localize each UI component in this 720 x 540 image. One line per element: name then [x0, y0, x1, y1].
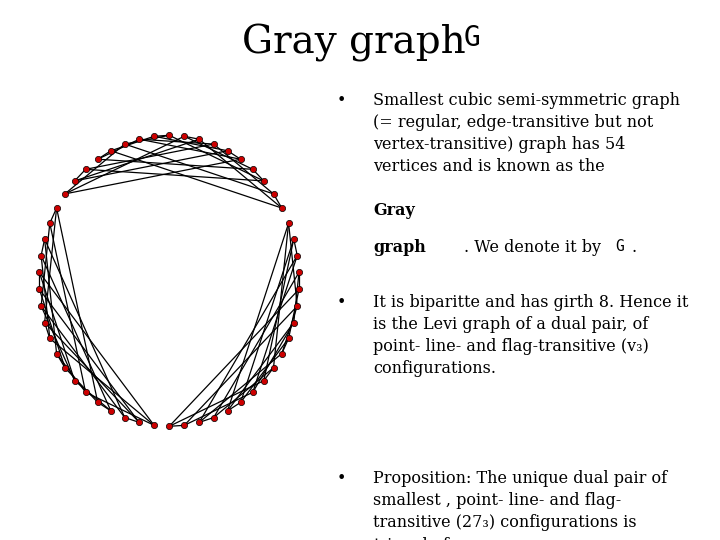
Text: •: •	[337, 470, 346, 487]
Text: graph: graph	[373, 239, 426, 255]
Text: . We denote it by: . We denote it by	[464, 239, 606, 255]
Text: Gray: Gray	[373, 202, 415, 219]
Text: •: •	[337, 92, 346, 109]
Text: It is biparitte and has girth 8. Hence it
is the Levi graph of a dual pair, of
p: It is biparitte and has girth 8. Hence i…	[373, 294, 688, 377]
Text: .: .	[631, 239, 636, 255]
Text: Gray graph: Gray graph	[242, 24, 478, 62]
Text: •: •	[337, 294, 346, 310]
Text: G: G	[463, 24, 480, 52]
Text: Proposition: The unique dual pair of
smallest , point- line- and flag-
transitiv: Proposition: The unique dual pair of sma…	[373, 470, 667, 540]
Text: Smallest cubic semi-symmetric graph
(= regular, edge-transitive but not
vertex-t: Smallest cubic semi-symmetric graph (= r…	[373, 92, 680, 176]
Text: G: G	[615, 239, 624, 254]
